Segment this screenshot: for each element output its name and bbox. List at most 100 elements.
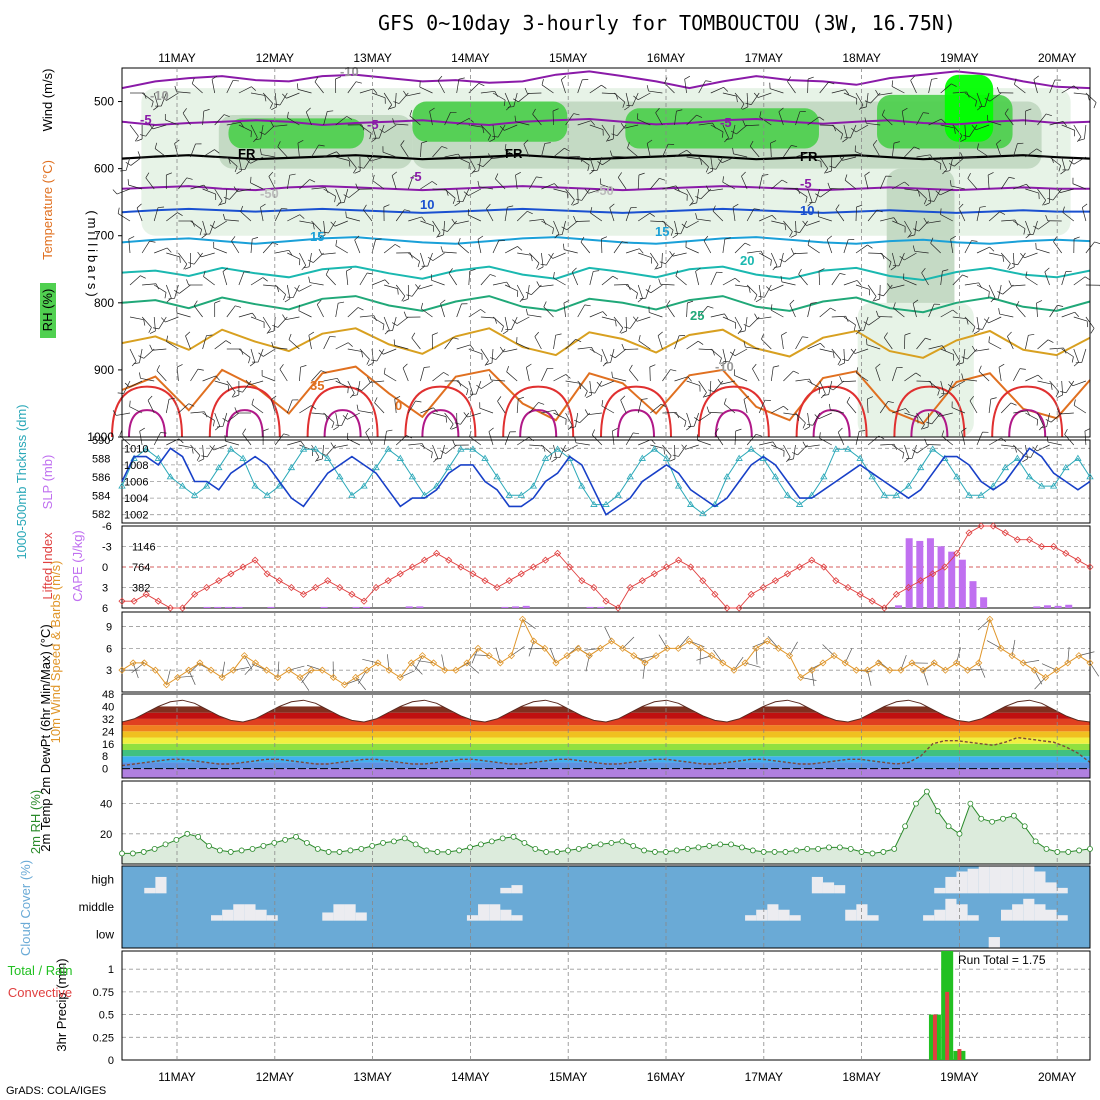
wind-barb-flag xyxy=(790,248,794,254)
wind-barb xyxy=(795,188,808,198)
wind-barb xyxy=(1059,412,1074,415)
wind-speed-point xyxy=(708,652,716,660)
wind-barb-flag xyxy=(499,125,505,131)
wind-speed-point xyxy=(652,652,660,660)
temp-contour-40 xyxy=(795,385,868,438)
wind-barb-flag xyxy=(262,428,269,432)
wind-barb xyxy=(420,252,425,267)
wind-barb-flag xyxy=(386,330,393,332)
wind-barb xyxy=(769,88,784,94)
wind-barb-flag xyxy=(698,340,704,345)
wind-barb-flag xyxy=(506,105,511,111)
top-date-label: 12MAY xyxy=(256,51,294,65)
wind-barb xyxy=(209,220,216,235)
wind-barb xyxy=(721,380,736,385)
thickness-point xyxy=(892,491,901,498)
wind-barb xyxy=(347,156,357,169)
wind-barb xyxy=(940,271,943,286)
wind-barb-flag xyxy=(998,363,1005,368)
wind-barb-flag xyxy=(754,313,758,320)
wind-barb xyxy=(323,151,337,158)
wind10m-barb xyxy=(414,655,423,671)
rh-point xyxy=(119,850,125,857)
wind-barb-flag xyxy=(231,391,236,398)
contour-label: 10 xyxy=(800,203,814,218)
lifted-point xyxy=(299,590,308,598)
wind-barb-flag xyxy=(387,104,393,110)
wind-barb-flag xyxy=(134,135,139,142)
wind-barb xyxy=(541,220,554,229)
wind10m-barb xyxy=(299,677,310,691)
wind-barb xyxy=(770,252,778,266)
wind-barb-flag xyxy=(672,454,679,457)
wind-barb xyxy=(491,156,506,160)
lifted-point xyxy=(917,577,925,585)
wind-barb xyxy=(912,303,917,318)
wind-barb-flag xyxy=(168,397,175,400)
wind-barb-flag xyxy=(943,170,950,173)
wind-barb xyxy=(998,367,1002,382)
wind-barb xyxy=(1000,402,1012,414)
wind-speed-point xyxy=(1008,652,1016,660)
thickness-point xyxy=(432,482,441,489)
wind-barb xyxy=(637,175,640,190)
wind-speed-point xyxy=(218,673,226,682)
rh-point xyxy=(1021,823,1028,830)
wind-barb xyxy=(529,252,540,264)
wind-barb xyxy=(316,304,324,318)
wind-barb-flag xyxy=(452,337,459,340)
wind-barb-flag xyxy=(240,348,244,355)
wind-barb xyxy=(359,124,372,134)
cloud-cell-middle xyxy=(500,909,512,921)
wind-barb-flag xyxy=(743,341,746,348)
lifted-point xyxy=(650,570,658,578)
lifted-point xyxy=(469,570,477,578)
wind-barb xyxy=(517,252,532,256)
wind-barb xyxy=(784,252,796,263)
wind-barb-flag xyxy=(789,299,795,305)
wind-barb-flag xyxy=(646,139,653,144)
wind-barb-flag xyxy=(589,170,595,175)
wind-speed-point xyxy=(574,644,582,652)
rh-point xyxy=(380,839,386,846)
wind-barb-flag xyxy=(723,398,727,405)
wind-speed-point xyxy=(630,652,638,660)
wind-barb-flag xyxy=(770,140,777,144)
wind-barb xyxy=(323,188,336,197)
wind-speed-point xyxy=(407,659,415,667)
thickness-point xyxy=(360,482,368,489)
wind-barb xyxy=(952,380,966,389)
wind-barb xyxy=(1015,306,1026,318)
precip-tick-label: 0.25 xyxy=(93,1032,114,1044)
wind-barb-flag xyxy=(1040,426,1047,429)
wind-barb xyxy=(686,380,700,386)
wind-barb-flag xyxy=(791,145,798,148)
wind-speed-point xyxy=(474,644,482,652)
wind-barb xyxy=(529,218,544,222)
wind-barb-flag xyxy=(536,176,543,179)
wind-barb xyxy=(771,220,786,225)
wind-barb-flag xyxy=(384,279,390,285)
wind10m-barb xyxy=(522,618,536,629)
wind-speed-point xyxy=(1075,652,1083,660)
wind-barb xyxy=(274,433,284,446)
wind-barb-flag xyxy=(419,266,425,271)
wind-barb-flag xyxy=(696,114,703,118)
wind-barb-flag xyxy=(988,291,990,298)
wind-barb xyxy=(601,275,614,286)
wind-barb-flag xyxy=(158,206,165,208)
wind-barb xyxy=(515,121,530,126)
wind-barb-flag xyxy=(543,301,547,308)
thickness-point xyxy=(602,500,610,507)
wind-barb xyxy=(875,367,881,382)
wind-barb xyxy=(964,282,979,286)
wind-barb-flag xyxy=(621,343,625,350)
wind-barb xyxy=(1072,183,1087,190)
wind-barb-flag xyxy=(383,367,386,374)
wind-barb-flag xyxy=(887,283,892,289)
wind-speed-point xyxy=(307,666,315,674)
wind-barb-flag xyxy=(736,96,738,103)
wind-barb-flag xyxy=(864,100,871,104)
rh-axis-label: 2m RH (%) xyxy=(28,790,43,854)
wind-barb-flag xyxy=(988,336,990,343)
